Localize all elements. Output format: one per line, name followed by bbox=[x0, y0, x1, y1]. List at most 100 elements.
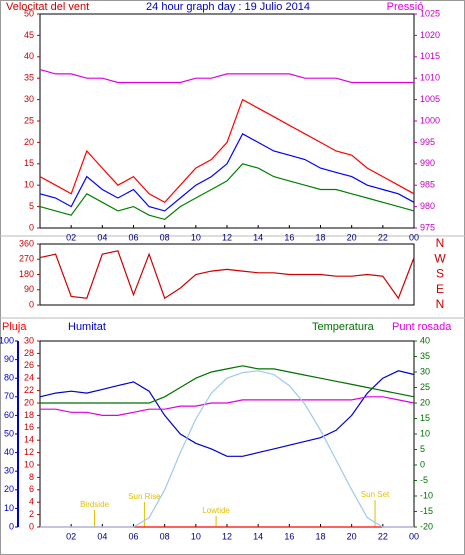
x-tick-label: 22 bbox=[378, 531, 388, 541]
y2-tick-label: 975 bbox=[420, 222, 435, 232]
annotation: Birdside bbox=[80, 500, 109, 509]
y-tick-label: 90 bbox=[24, 284, 34, 294]
y2-tick-label: 15 bbox=[420, 413, 430, 423]
y-tick-label: 80 bbox=[4, 373, 14, 383]
x-tick-label: 10 bbox=[191, 531, 201, 541]
legend-rain: Pluja bbox=[2, 321, 27, 333]
y-tick-label: 20 bbox=[4, 484, 14, 494]
y2-tick-label: -20 bbox=[420, 521, 433, 531]
y-tick-label: 50 bbox=[4, 428, 14, 438]
y2-tick-label: 1000 bbox=[420, 115, 440, 125]
y2-tick-label: 25 bbox=[420, 382, 430, 392]
y2-tick-label: 40 bbox=[420, 335, 430, 345]
y3-tick-label: 0 bbox=[29, 521, 34, 531]
y2-tick-label: -10 bbox=[420, 490, 433, 500]
y-tick-label: 0 bbox=[29, 299, 34, 309]
y-tick-label: 180 bbox=[19, 269, 34, 279]
y3-tick-label: 6 bbox=[29, 484, 34, 494]
y3-tick-label: 20 bbox=[24, 397, 34, 407]
legend-humidity: Humitat bbox=[68, 321, 106, 333]
y3-tick-label: 18 bbox=[24, 410, 34, 420]
y3-tick-label: 4 bbox=[29, 497, 34, 507]
x-tick-label: 06 bbox=[128, 232, 138, 242]
x-tick-label: 08 bbox=[160, 232, 170, 242]
y3-tick-label: 26 bbox=[24, 360, 34, 370]
direction-label: E bbox=[436, 282, 444, 296]
x-tick-label: 12 bbox=[222, 531, 232, 541]
y2-tick-label: 1025 bbox=[420, 8, 440, 18]
legend-dewpoint: Punt rosada bbox=[392, 321, 452, 333]
y-tick-label: 50 bbox=[24, 8, 34, 18]
y-tick-label: 70 bbox=[4, 391, 14, 401]
x-tick-label: 00 bbox=[409, 531, 419, 541]
y-tick-label: 270 bbox=[19, 254, 34, 264]
y2-tick-label: 980 bbox=[420, 201, 435, 211]
x-tick-label: 04 bbox=[97, 232, 107, 242]
y-tick-label: 45 bbox=[24, 30, 34, 40]
y3-tick-label: 8 bbox=[29, 472, 34, 482]
series-line bbox=[40, 396, 415, 416]
y2-tick-label: 995 bbox=[420, 137, 435, 147]
series-line bbox=[39, 69, 414, 84]
y2-tick-label: 1010 bbox=[420, 73, 440, 83]
title: 24 hour graph day : 19 Julio 2014 bbox=[146, 1, 310, 13]
y-tick-label: 0 bbox=[29, 222, 34, 232]
x-tick-label: 12 bbox=[222, 232, 232, 242]
y-tick-label: 60 bbox=[4, 410, 14, 420]
y2label: Pressió bbox=[387, 1, 424, 13]
x-tick-label: 04 bbox=[97, 531, 107, 541]
x-tick-label: 16 bbox=[284, 531, 294, 541]
series-line bbox=[39, 98, 415, 204]
y-tick-label: 20 bbox=[24, 137, 34, 147]
y2-tick-label: -5 bbox=[420, 475, 428, 485]
direction-label: N bbox=[436, 297, 445, 311]
x-tick-label: 18 bbox=[315, 232, 325, 242]
y2-tick-label: -15 bbox=[420, 506, 433, 516]
y3-tick-label: 14 bbox=[24, 435, 34, 445]
series-line bbox=[40, 370, 414, 528]
y-tick-label: 40 bbox=[24, 51, 34, 61]
y2-tick-label: 1015 bbox=[420, 51, 440, 61]
y3-tick-label: 10 bbox=[24, 459, 34, 469]
x-tick-label: 02 bbox=[66, 531, 76, 541]
annotation: Lowtide bbox=[202, 506, 230, 515]
x-tick-label: 16 bbox=[284, 232, 294, 242]
series-line bbox=[39, 250, 415, 300]
y2-tick-label: 0 bbox=[420, 459, 425, 469]
direction-label: N bbox=[436, 236, 445, 250]
y-tick-label: 30 bbox=[24, 94, 34, 104]
y2-tick-label: 20 bbox=[420, 397, 430, 407]
y2-tick-label: 1005 bbox=[420, 94, 440, 104]
x-tick-label: 18 bbox=[315, 531, 325, 541]
y-tick-label: 30 bbox=[4, 466, 14, 476]
annotation: Sun Rise bbox=[128, 492, 161, 501]
y3-tick-label: 30 bbox=[24, 335, 34, 345]
series-line bbox=[40, 365, 415, 404]
y2-tick-label: 35 bbox=[420, 351, 430, 361]
x-tick-label: 14 bbox=[253, 531, 263, 541]
y-tick-label: 5 bbox=[29, 201, 34, 211]
x-tick-label: 08 bbox=[160, 531, 170, 541]
x-tick-label: 20 bbox=[347, 531, 357, 541]
y3-tick-label: 24 bbox=[24, 373, 34, 383]
x-tick-label: 02 bbox=[66, 232, 76, 242]
x-tick-label: 06 bbox=[128, 531, 138, 541]
y3-tick-label: 22 bbox=[24, 385, 34, 395]
y2-tick-label: 5 bbox=[420, 444, 425, 454]
annotation: Sun Set bbox=[361, 490, 390, 499]
y-tick-label: 360 bbox=[19, 238, 34, 248]
y-tick-label: 90 bbox=[4, 354, 14, 364]
y3-tick-label: 16 bbox=[24, 422, 34, 432]
legend-temperature: Temperatura bbox=[312, 321, 375, 333]
y2-tick-label: 30 bbox=[420, 366, 430, 376]
y2-tick-label: 985 bbox=[420, 180, 435, 190]
x-tick-label: 10 bbox=[191, 232, 201, 242]
y2-tick-label: 990 bbox=[420, 158, 435, 168]
y-tick-label: 10 bbox=[4, 503, 14, 513]
y2-tick-label: 1020 bbox=[420, 30, 440, 40]
series-line bbox=[39, 132, 415, 212]
direction-label: W bbox=[434, 251, 446, 265]
y-tick-label: 0 bbox=[9, 521, 14, 531]
direction-label: S bbox=[436, 267, 444, 281]
